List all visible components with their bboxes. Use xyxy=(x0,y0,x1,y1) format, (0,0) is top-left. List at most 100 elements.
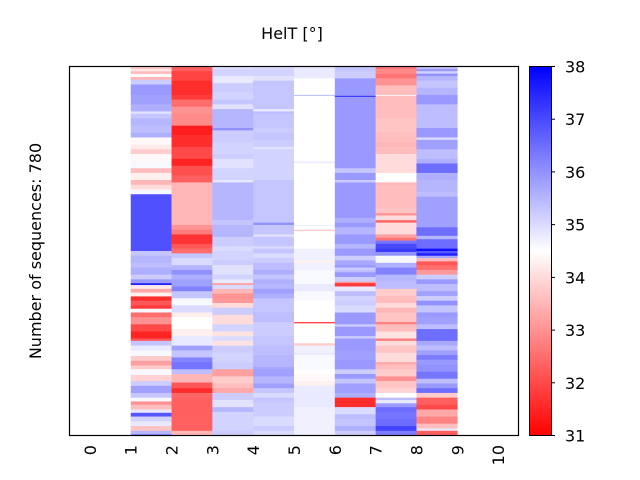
heatmap-cell xyxy=(416,139,458,150)
heatmap-cell xyxy=(130,79,172,85)
heatmap-cell xyxy=(253,113,295,129)
heatmap-cell xyxy=(334,392,376,398)
heatmap-cell xyxy=(375,248,417,253)
heatmap-cell xyxy=(375,411,417,420)
heatmap-cell xyxy=(130,144,172,150)
heatmap-cell xyxy=(212,430,254,436)
heatmap-cell xyxy=(253,253,295,259)
heatmap-cell xyxy=(416,423,458,429)
heatmap-cell xyxy=(212,128,254,131)
heatmap-cell xyxy=(416,274,458,280)
heatmap-cell xyxy=(416,300,458,306)
heatmap-cell xyxy=(171,305,213,313)
heatmap-cell xyxy=(130,111,172,115)
heatmap-cell xyxy=(253,388,295,394)
x-tick-label: 7 xyxy=(367,445,386,455)
heatmap-cell xyxy=(334,426,376,432)
heatmap-cell xyxy=(416,291,458,297)
heatmap-cell xyxy=(416,416,458,424)
heatmap-cell xyxy=(130,430,172,435)
heatmap-cell xyxy=(212,180,254,183)
heatmap-cell xyxy=(416,364,458,372)
heatmap-cell xyxy=(212,92,254,100)
heatmap-cell xyxy=(212,388,254,394)
heatmap-cell xyxy=(130,161,172,169)
heatmap-cell xyxy=(294,260,336,264)
heatmap-cell xyxy=(375,222,417,235)
heatmap-cell xyxy=(334,265,376,268)
heatmap-cell xyxy=(294,226,336,231)
heatmap-cell xyxy=(212,293,254,299)
heatmap-cell xyxy=(212,331,254,337)
heatmap-cells xyxy=(130,66,458,436)
heatmap-cell xyxy=(130,125,172,134)
heatmap-cell xyxy=(253,75,295,81)
heatmap-cell xyxy=(171,182,213,226)
heatmap-cell xyxy=(375,234,417,239)
heatmap-cell xyxy=(171,265,213,271)
x-tick-label: 8 xyxy=(408,445,427,455)
heatmap-cell xyxy=(334,248,376,257)
colorbar-tick-label: 37 xyxy=(565,110,585,129)
heatmap-cell xyxy=(212,83,254,93)
heatmap-cell xyxy=(375,397,417,401)
heatmap-cell xyxy=(130,369,172,376)
heatmap-cell xyxy=(334,359,376,370)
heatmap-cell xyxy=(416,149,458,160)
heatmap-cell xyxy=(130,421,172,427)
heatmap-cell xyxy=(130,71,172,75)
heatmap-cell xyxy=(334,66,376,72)
heatmap-cell xyxy=(171,329,213,337)
heatmap-cell xyxy=(253,224,295,235)
heatmap-cell xyxy=(375,251,417,257)
heatmap-cell xyxy=(375,189,417,209)
heatmap-cell xyxy=(130,69,172,72)
x-tick-label: 3 xyxy=(203,445,222,455)
heatmap-cell xyxy=(253,376,295,384)
heatmap-cell xyxy=(375,73,417,79)
heatmap-cell xyxy=(294,392,336,408)
heatmap-cell xyxy=(171,286,213,292)
heatmap-cell xyxy=(294,369,336,375)
heatmap-cell xyxy=(416,261,458,266)
heatmap-cell xyxy=(334,255,376,261)
heatmap-cell xyxy=(212,362,254,370)
x-tick-label: 6 xyxy=(326,445,345,455)
heatmap-cell xyxy=(416,248,458,252)
heatmap-cell xyxy=(130,255,172,264)
heatmap-cell xyxy=(212,324,254,332)
heatmap-cell xyxy=(375,146,417,155)
x-tick-label: 5 xyxy=(285,445,304,455)
heatmap-cell xyxy=(294,385,336,394)
heatmap-cell xyxy=(130,412,172,417)
heatmap-cell xyxy=(212,236,254,247)
x-tick-label: 0 xyxy=(81,445,100,455)
heatmap-cell xyxy=(375,172,417,183)
heatmap-cell xyxy=(171,175,213,183)
heatmap-cell xyxy=(253,293,295,299)
heatmap-cell xyxy=(334,234,376,245)
heatmap-cell xyxy=(130,267,172,275)
x-tick-label: 2 xyxy=(163,445,182,455)
heatmap-cell xyxy=(171,234,213,245)
heatmap-cell xyxy=(171,165,213,176)
heatmap-cell xyxy=(253,149,295,152)
heatmap-cell xyxy=(253,248,295,254)
heatmap-cell xyxy=(294,355,336,370)
heatmap-cell xyxy=(130,385,172,394)
colorbar-tick-label: 33 xyxy=(565,321,585,340)
heatmap-cell xyxy=(212,303,254,309)
heatmap-cell xyxy=(253,402,295,417)
heatmap-cell xyxy=(294,224,336,227)
heatmap-cell xyxy=(212,411,254,422)
heatmap-cell xyxy=(294,94,336,97)
heatmap-cell xyxy=(171,158,213,167)
heatmap-cell xyxy=(212,224,254,238)
heatmap-cell xyxy=(212,314,254,325)
heatmap-cell xyxy=(375,407,417,413)
heatmap-cell xyxy=(130,300,172,306)
heatmap-cell xyxy=(130,350,172,357)
heatmap-cell xyxy=(375,338,417,342)
heatmap-cell xyxy=(171,99,213,108)
heatmap-cell xyxy=(171,317,213,330)
